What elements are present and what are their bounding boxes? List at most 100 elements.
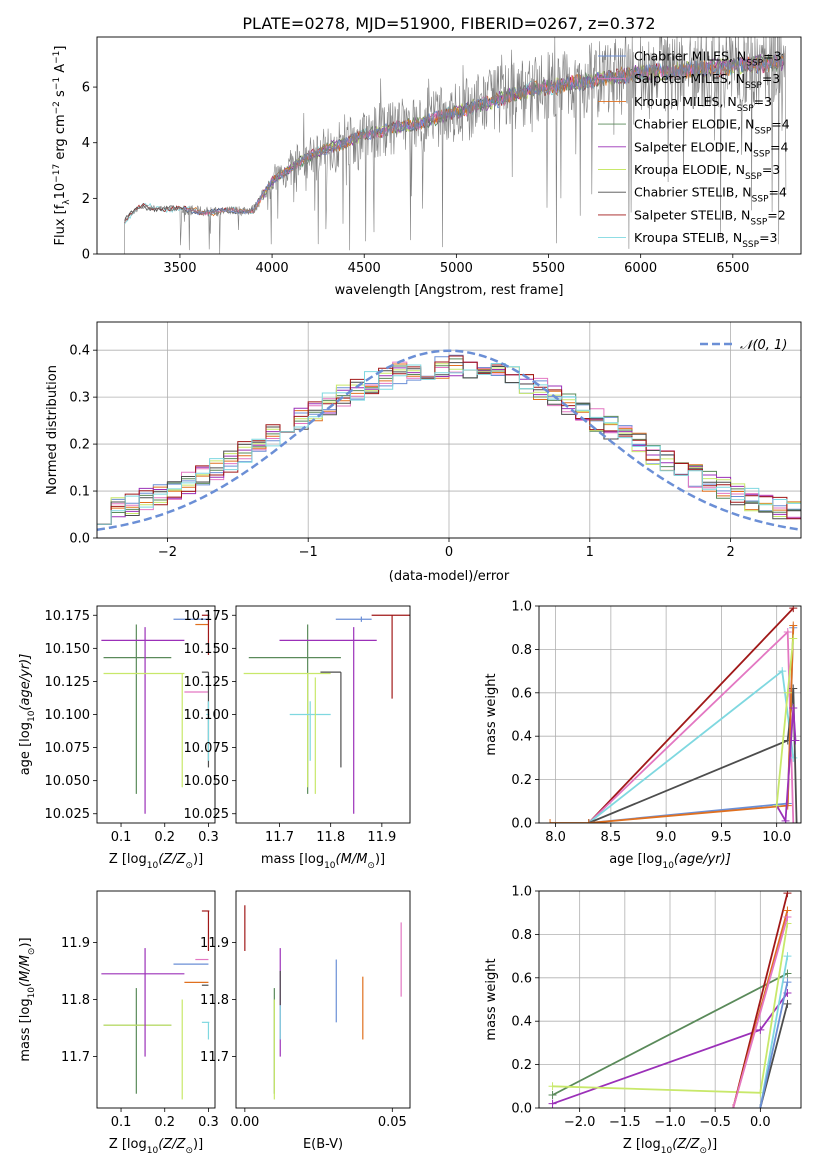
x-tick-label: 2 — [726, 545, 734, 560]
axes-frame — [96, 605, 216, 824]
mass_age-panel: 11.7 11.8 11.9 10.025 10.050 10.075 10.100 10.1… — [184, 605, 411, 871]
x-axis-label: age [log10(age/yr)] — [609, 852, 731, 871]
figure-title: PLATE=0278, MJD=51900, FIBERID=0267, z=0… — [242, 14, 655, 33]
weight-line — [588, 607, 794, 823]
x-tick-label: 5000 — [440, 261, 473, 276]
normal-curve — [97, 349, 801, 532]
y-tick-label: 10.150 — [45, 642, 91, 657]
axes-frame — [235, 605, 411, 824]
weight-marker — [781, 816, 790, 823]
legend-label: Kroupa MILES, NSSP=3 — [634, 94, 772, 114]
x-tick-label: 11.9 — [367, 830, 396, 845]
legend-label: Salpeter MILES, NSSP=3 — [634, 71, 780, 91]
y-tick-label: 0.4 — [69, 344, 90, 359]
weight-marker — [789, 621, 798, 630]
x-axis-label: mass [log10(M/M⊙)] — [261, 852, 385, 871]
y-tick-label: 0.2 — [511, 773, 532, 788]
y-tick-label: 11.9 — [61, 936, 90, 951]
plot-area — [101, 910, 210, 1100]
age_weight-panel: 8.0 8.5 9.0 9.5 10.0 0.0 0.2 0.4 0.6 0.8 1.0 age [l… — [484, 600, 802, 871]
y-tick-label: 6 — [82, 81, 90, 96]
weight-line — [775, 707, 797, 823]
weight-marker — [792, 819, 801, 823]
y-tick-label: 11.8 — [61, 993, 90, 1008]
x-tick-label: 0.2 — [154, 1115, 175, 1130]
y-tick-label: 10.025 — [184, 807, 230, 822]
plot-area — [546, 606, 801, 823]
plot-area — [243, 614, 410, 814]
weight-marker — [783, 801, 792, 810]
y-tick-label: 1.0 — [511, 885, 532, 900]
residuals-panel: −2 −1 0 1 2 0.0 0.1 0.2 0.3 0.4 (data-model)/error… — [45, 321, 802, 584]
y-axis-label: age [log10(age/yr)] — [18, 654, 37, 776]
weight-marker — [783, 978, 792, 987]
weight-marker — [756, 1104, 765, 1108]
x-tick-label: −2 — [158, 545, 177, 560]
x-axis-label: Z [log10(Z/Z⊙)] — [109, 852, 203, 871]
y-tick-label: 10.125 — [184, 675, 230, 690]
spectrum-data-line — [124, 37, 787, 254]
x-tick-label: −1.5 — [609, 1115, 641, 1130]
x-tick-label: 11.8 — [316, 830, 345, 845]
weight-marker — [783, 952, 792, 961]
y-tick-label: 10.050 — [184, 774, 230, 789]
x-tick-label: 0.1 — [111, 1115, 132, 1130]
y-tick-label: 0.4 — [511, 1015, 532, 1030]
x-tick-label: 0 — [445, 545, 453, 560]
y-tick-label: 11.9 — [200, 936, 229, 951]
z_weight-panel: −2.0 −1.5 −1.0 −0.5 0.0 0.0 0.2 0.4 0.6 0.8 1.0 Z [… — [484, 885, 802, 1156]
y-tick-label: 10.050 — [45, 774, 91, 789]
y-tick-label: 0.8 — [511, 643, 532, 658]
x-tick-label: 5500 — [532, 261, 565, 276]
weight-line — [552, 972, 788, 1096]
y-axis-label: Normed distribution — [45, 365, 60, 495]
legend-label: Kroupa ELODIE, NSSP=3 — [634, 162, 780, 182]
weight-marker — [548, 1082, 557, 1091]
weight-marker — [789, 819, 798, 823]
legend-label: 𝒩(0, 1) — [740, 338, 787, 353]
y-tick-label: 0.4 — [511, 730, 532, 745]
y-axis-label: mass weight — [484, 958, 499, 1040]
axes-frame — [96, 36, 802, 255]
y-axis-label: mass [log10(M/M⊙)] — [18, 937, 37, 1061]
x-tick-label: 11.7 — [265, 830, 294, 845]
weight-marker — [789, 606, 798, 613]
x-tick-label: 0.05 — [378, 1115, 407, 1130]
legend-label: Kroupa STELIB, NSSP=3 — [634, 230, 778, 250]
weight-marker — [584, 819, 593, 823]
weight-marker — [783, 628, 792, 637]
y-tick-label: 10.075 — [45, 741, 91, 756]
x-axis-label: Z [log10(Z/Z⊙)] — [623, 1137, 717, 1156]
weight-marker — [783, 688, 792, 697]
y-tick-label: 10.075 — [184, 741, 230, 756]
weight-marker — [729, 1104, 738, 1108]
histogram-step — [97, 355, 801, 525]
legend-label: Salpeter STELIB, NSSP=2 — [634, 207, 786, 227]
x-tick-label: −1 — [299, 545, 318, 560]
y-tick-label: 0.0 — [511, 817, 532, 832]
x-axis-label: Z [log10(Z/Z⊙)] — [109, 1137, 203, 1156]
y-tick-label: 0.2 — [511, 1058, 532, 1073]
x-tick-label: 0.0 — [750, 1115, 771, 1130]
y-axis-label: mass weight — [484, 673, 499, 755]
weight-line — [550, 625, 795, 823]
x-tick-label: −1.0 — [654, 1115, 686, 1130]
weight-marker — [783, 999, 792, 1008]
x-tick-label: 9.0 — [656, 830, 677, 845]
x-tick-label: 6500 — [716, 261, 749, 276]
y-tick-label: 10.100 — [184, 708, 230, 723]
x-tick-label: 0.00 — [230, 1115, 259, 1130]
y-tick-label: 4 — [82, 136, 90, 151]
weight-marker — [783, 891, 792, 898]
x-tick-label: 4500 — [348, 261, 381, 276]
x-tick-label: −0.5 — [699, 1115, 731, 1130]
weight-marker — [789, 634, 798, 643]
weight-marker — [548, 1090, 557, 1099]
weight-marker — [772, 801, 781, 810]
legend-label: Chabrier STELIB, NSSP=4 — [634, 185, 787, 205]
x-axis-label: (data-model)/error — [389, 569, 510, 584]
y-tick-label: 0.8 — [511, 928, 532, 943]
x-tick-label: 0.2 — [154, 830, 175, 845]
y-tick-label: 0.0 — [511, 1102, 532, 1117]
x-axis-label: E(B-V) — [303, 1137, 343, 1152]
